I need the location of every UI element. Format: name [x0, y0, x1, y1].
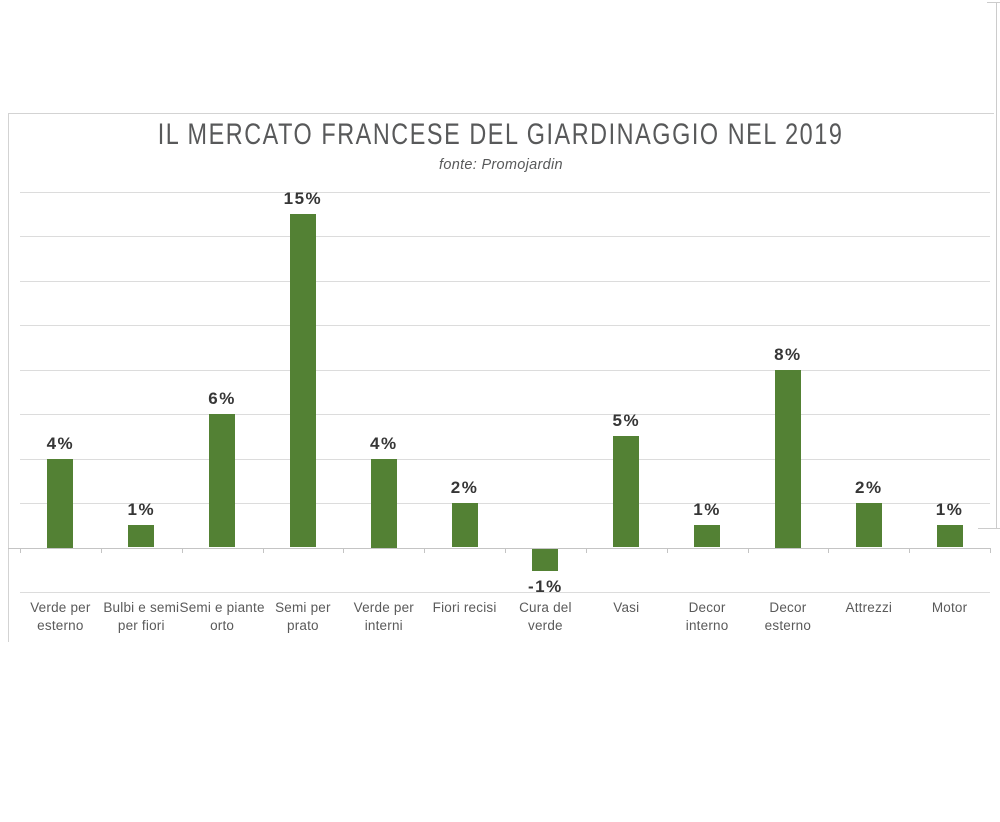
axis-tick: [343, 548, 345, 553]
axis-tick: [505, 548, 506, 553]
chart-subtitle-row: fonte: Promojardin: [8, 155, 994, 175]
bar: [289, 214, 316, 548]
axis-tick: [747, 548, 749, 553]
category-label: Verde per esterno: [30, 600, 91, 633]
chart-border-left: [8, 113, 9, 642]
axis-tick: [828, 548, 830, 553]
right-edge-line-top-stub: [987, 2, 1000, 3]
bar-value-label: 1%: [935, 500, 964, 520]
axis-tick: [20, 548, 21, 553]
gridline: [20, 280, 990, 282]
chart-source-note: fonte: Promojardin: [439, 157, 563, 173]
gridline: [20, 458, 990, 460]
bar: [370, 458, 397, 548]
chart-border-top: [8, 113, 994, 114]
bar: [855, 503, 882, 548]
bar: [936, 525, 963, 548]
category-label: Verde per interni: [353, 600, 414, 633]
category-label: Vasi: [613, 600, 640, 615]
bar-value-label: -1%: [528, 576, 563, 596]
bar: [451, 503, 478, 548]
category-label: Bulbi e semi per fiori: [103, 600, 180, 633]
axis-tick: [909, 548, 911, 553]
category-label: Decor interno: [685, 600, 729, 633]
chart-title: IL MERCATO FRANCESE DEL GIARDINAGGIO NEL…: [158, 118, 844, 151]
bar: [209, 414, 236, 548]
axis-tick: [262, 548, 264, 553]
axis-tick: [100, 548, 102, 553]
gridline: [20, 192, 990, 193]
bar: [774, 369, 801, 548]
gridline: [20, 503, 990, 505]
axis-tick: [585, 548, 587, 553]
bar: [128, 525, 155, 548]
axis-tick: [666, 548, 668, 553]
bar-value-label: 6%: [208, 389, 236, 409]
category-label: Semi e piante orto: [179, 600, 265, 633]
bar: [694, 525, 721, 548]
bar: [613, 436, 640, 548]
bar-value-label: 15%: [283, 189, 323, 209]
chart-title-row: IL MERCATO FRANCESE DEL GIARDINAGGIO NEL…: [8, 112, 994, 158]
category-label: Fiori recisi: [432, 600, 497, 615]
axis-tick: [424, 548, 426, 553]
gridline: [20, 236, 990, 238]
category-label: Semi per prato: [275, 600, 331, 633]
x-axis-line: [8, 548, 990, 549]
bar-value-label: 1%: [693, 500, 721, 520]
gridline: [20, 414, 990, 416]
category-label: Attrezzi: [845, 600, 893, 615]
gridline: [20, 369, 990, 371]
right-edge-line: [996, 2, 997, 528]
bar: [47, 458, 74, 548]
bar-value-label: 5%: [612, 411, 641, 431]
axis-tick: [181, 548, 183, 553]
gridline: [20, 325, 990, 327]
gridline: [20, 592, 990, 593]
bar-value-label: 4%: [46, 433, 75, 453]
right-edge-line-bottom-stub: [978, 528, 1000, 529]
bar-value-label: 4%: [370, 433, 398, 453]
bar-value-label: 1%: [127, 500, 156, 520]
category-label: Motor: [931, 600, 968, 615]
category-label: Cura del verde: [519, 600, 572, 633]
axis-tick: [990, 548, 991, 553]
bar: [532, 548, 559, 571]
category-label: Decor esterno: [764, 600, 812, 633]
bar-value-label: 2%: [450, 478, 479, 498]
bar-value-label: 8%: [774, 344, 802, 364]
bar-value-label: 2%: [855, 478, 883, 498]
